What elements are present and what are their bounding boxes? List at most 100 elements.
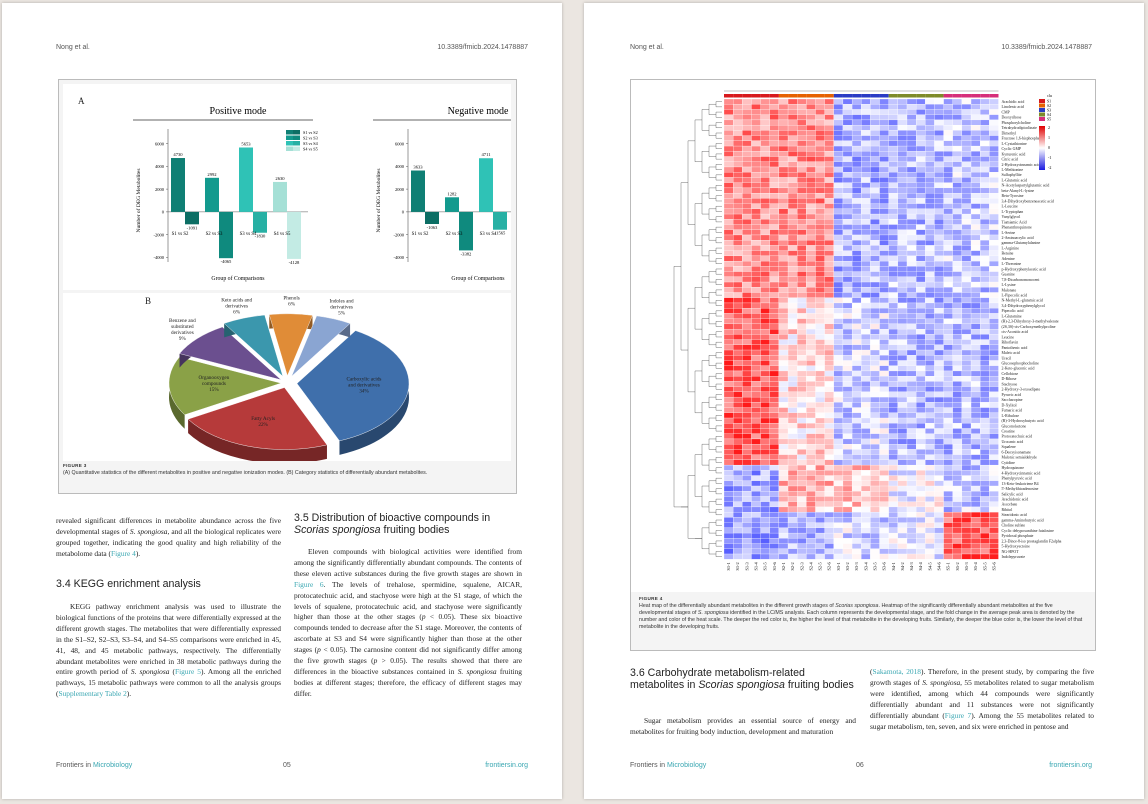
link-figure-6[interactable]: Figure 6 — [294, 579, 324, 589]
footer-site-link[interactable]: frontiersin.org — [1049, 762, 1092, 769]
heatmap-cell — [842, 166, 853, 173]
heatmap-cell — [961, 261, 972, 267]
heatmap-cell — [879, 166, 889, 173]
heatmap-cell — [778, 464, 789, 471]
heatmap-cell — [723, 182, 734, 189]
heatmap-cell — [733, 276, 743, 283]
y-tick-label: -2000 — [154, 232, 165, 237]
heatmap-cell — [769, 261, 780, 267]
link-figure-5[interactable]: Figure 5 — [174, 667, 201, 677]
heatmap-cell — [733, 240, 743, 246]
heatmap-cell — [815, 166, 825, 173]
heatmap-cell — [906, 532, 917, 539]
heatmap-cell — [943, 198, 953, 204]
heatmap-cell — [897, 517, 908, 523]
footer-site-link[interactable]: frontiersin.org — [485, 762, 528, 769]
heatmap-cell — [943, 219, 953, 225]
heatmap-cell — [989, 266, 999, 272]
heatmap-cell — [916, 459, 926, 466]
heatmap-cell — [751, 365, 761, 372]
heatmap-cell — [870, 402, 880, 408]
heatmap-cell — [751, 538, 761, 544]
heatmap-cell — [833, 454, 844, 460]
heatmap-cell — [897, 261, 908, 267]
heatmap-cell — [961, 266, 972, 272]
heatmap-cell — [989, 470, 999, 476]
heatmap-cell — [769, 245, 780, 251]
heatmap-cell — [961, 255, 972, 262]
heatmap-cell — [842, 203, 853, 209]
heatmap-cell — [815, 193, 825, 199]
group-color-cell — [833, 94, 843, 98]
link-sakamota-2018[interactable]: Sakamota, 2018 — [872, 667, 921, 676]
heatmap-cell — [833, 459, 844, 466]
heatmap-cell — [842, 318, 853, 325]
dendrogram-branch — [715, 185, 722, 191]
heatmap-cell — [751, 219, 761, 225]
heatmap-cell — [943, 151, 953, 157]
heatmap-cell — [769, 553, 780, 560]
heatmap-cell — [833, 308, 844, 314]
heatmap-cell — [797, 104, 807, 110]
group-color-cell — [852, 94, 862, 98]
heatmap-cell — [833, 261, 844, 267]
heatmap-cell — [751, 355, 761, 361]
heatmap-cell — [961, 517, 972, 523]
heatmap-cell — [723, 266, 734, 272]
heatmap-cell — [989, 438, 999, 445]
heatmap-cell — [925, 125, 935, 131]
heatmap-cell — [934, 396, 944, 403]
heatmap-cell — [943, 266, 953, 272]
heatmap-cell — [870, 323, 880, 330]
heatmap-cell — [897, 318, 908, 325]
heatmap-cell — [916, 198, 926, 204]
row-label: Leucine — [1002, 335, 1015, 339]
heatmap-cell — [733, 475, 743, 481]
heatmap-cell — [733, 376, 743, 382]
column-label: S2-1 — [781, 562, 786, 570]
heatmap-cell — [989, 193, 999, 199]
heatmap-cell — [952, 302, 963, 309]
row-label: D-Ribose — [1002, 377, 1017, 381]
heatmap-cell — [797, 250, 807, 257]
row-label: (R)-2,3-Dihydroxy-3-methylvalerate — [1002, 320, 1059, 325]
heatmap-cell — [943, 360, 953, 366]
pie-slice — [296, 330, 410, 442]
heatmap-cell — [851, 266, 862, 272]
heatmap-cell — [851, 464, 862, 471]
heatmap-cell — [760, 166, 770, 173]
heatmap-cell — [760, 161, 770, 168]
heatmap-cell — [751, 464, 761, 471]
dendrogram-branch — [708, 417, 716, 429]
heatmap-cell — [925, 203, 935, 209]
figure-3-caption-text: (A) Quantitative statistics of the diffe… — [63, 470, 428, 476]
link-supplementary-table-2[interactable]: Supplementary Table 2 — [58, 689, 127, 699]
heatmap-cell — [769, 276, 780, 283]
heatmap-cell — [751, 271, 761, 277]
heatmap-cell — [934, 412, 944, 419]
heatmap-cell — [760, 444, 770, 450]
group-color-cell — [907, 94, 917, 98]
link-figure-4[interactable]: Figure 4 — [111, 548, 136, 558]
heatmap-cell — [797, 125, 807, 131]
heatmap-cell — [906, 297, 917, 304]
heatmap-cell — [897, 381, 908, 387]
heatmap-cell — [888, 119, 898, 126]
heatmap-cell — [906, 475, 917, 481]
heatmap-cell — [760, 464, 770, 471]
heatmap-cell — [778, 412, 789, 419]
heatmap-cell — [879, 506, 889, 513]
heatmap-cell — [778, 140, 789, 147]
heatmap-cell — [989, 166, 999, 173]
heatmap-cell — [815, 517, 825, 523]
link-figure-7[interactable]: Figure 7 — [944, 710, 972, 720]
heatmap-cell — [989, 109, 999, 115]
heatmap-cell — [897, 412, 908, 419]
row-label: L-Ribulose — [1002, 414, 1020, 418]
heatmap-cell — [916, 543, 926, 549]
heatmap-cell — [851, 213, 862, 220]
heatmap-cell — [961, 475, 972, 481]
heatmap-cell — [870, 98, 880, 105]
heatmap-cell — [952, 114, 963, 121]
heatmap-cell — [989, 402, 999, 408]
